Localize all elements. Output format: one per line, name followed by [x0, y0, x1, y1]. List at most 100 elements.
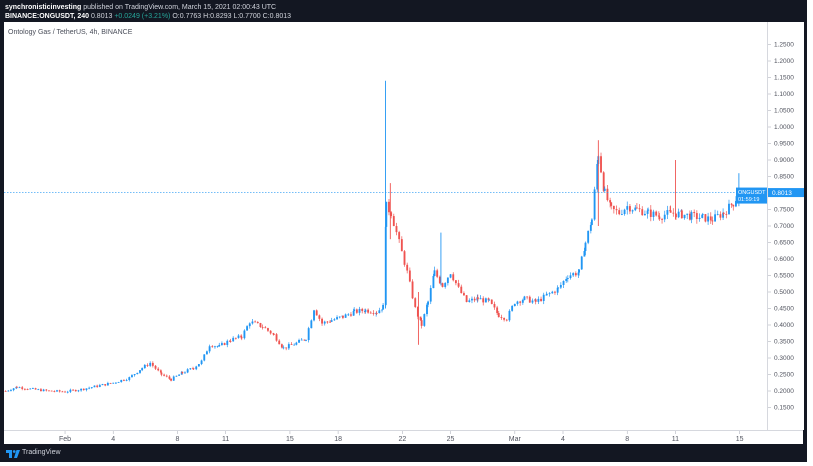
publisher-header: synchronisticinvesting published on Trad… — [0, 0, 807, 22]
candle-body — [465, 295, 468, 302]
candle-body — [566, 278, 569, 280]
candle-body — [18, 387, 21, 389]
candle-body — [675, 213, 677, 218]
candle-body — [136, 372, 139, 375]
candle-body — [40, 389, 42, 392]
candle-body — [131, 375, 133, 378]
candle-body — [344, 314, 347, 318]
candle-body — [646, 210, 649, 214]
chart-pane[interactable]: Ontology Gas / TetherUS, 4h, BINANCE ONG… — [4, 22, 767, 430]
candle-body — [460, 286, 463, 294]
price-axis[interactable]: 1.2500 1.2000 1.1500 1.1000 1.0500 1.0000 0.95… — [767, 22, 804, 430]
candle-body — [72, 389, 75, 391]
candle-body — [488, 299, 491, 301]
y-tick-label: 0.9500 — [774, 141, 794, 148]
candle-body — [615, 209, 618, 211]
y-tick-label: 1.2500 — [774, 42, 794, 49]
candle-body — [559, 285, 562, 288]
candle-body — [590, 219, 593, 225]
candle-body — [680, 210, 683, 219]
candle-body — [149, 362, 152, 366]
candle-body — [321, 318, 323, 324]
candle-body — [609, 200, 612, 203]
candle-body — [82, 388, 85, 390]
candle-body — [214, 346, 216, 348]
candle-body — [626, 206, 629, 210]
candle-body — [353, 309, 356, 312]
candle-body — [513, 303, 516, 307]
candle-body — [53, 391, 56, 393]
x-tick-label: 15 — [736, 436, 744, 443]
candle-body — [714, 214, 716, 222]
candle-body — [151, 362, 154, 366]
candle-body — [112, 382, 115, 384]
candle-body — [184, 372, 186, 374]
candle-body — [240, 337, 243, 339]
candle-body — [211, 346, 214, 348]
x-tick-label: 8 — [625, 436, 629, 443]
y-tick-label: 1.1000 — [774, 91, 794, 98]
candle-body — [106, 383, 109, 386]
x-tick-label: 11 — [672, 436, 679, 443]
candle-body — [31, 388, 34, 390]
candle-body — [96, 385, 99, 387]
y-tick-label: 0.3500 — [774, 339, 794, 346]
candle-body — [88, 387, 91, 389]
y-tick-label: 1.2000 — [774, 58, 794, 65]
candle-body — [101, 384, 104, 386]
candle-body — [303, 339, 306, 341]
candle-body — [203, 354, 206, 361]
candle-body — [545, 294, 548, 296]
candle-body — [487, 298, 490, 301]
publisher-user[interactable]: synchronisticinvesting — [5, 4, 82, 11]
candle-body — [133, 374, 136, 376]
candle-body — [643, 213, 646, 216]
candle-body — [369, 312, 372, 314]
candle-body — [695, 213, 698, 219]
candle-body — [254, 321, 257, 323]
candle-body — [23, 388, 26, 390]
candle-body — [677, 211, 680, 218]
candle-body — [85, 388, 88, 390]
candle-body — [378, 310, 381, 314]
candle-body — [623, 209, 626, 215]
candle-body — [287, 344, 290, 349]
candle-body — [578, 269, 580, 273]
candle-body — [537, 298, 540, 302]
candle-body — [600, 156, 602, 173]
candle-body — [104, 384, 107, 386]
candle-body — [661, 219, 663, 220]
candle-body — [300, 339, 303, 341]
candle-body — [438, 276, 441, 284]
candle-body — [484, 298, 487, 303]
candle-body — [722, 212, 725, 218]
candle-body — [683, 214, 686, 219]
candle-body — [589, 224, 592, 231]
candle-body — [707, 216, 710, 222]
candle-body — [711, 220, 714, 222]
candle-body — [295, 342, 298, 345]
candle-body — [180, 371, 183, 375]
candle-body — [436, 270, 439, 277]
candle-body — [403, 251, 406, 265]
candle-body — [419, 316, 422, 321]
tradingview-logo-icon[interactable] — [6, 448, 20, 458]
candle-body — [565, 279, 568, 281]
candle-body — [290, 344, 293, 345]
candle-body — [562, 280, 565, 286]
candle-body — [114, 382, 117, 384]
candle-body — [189, 368, 192, 370]
candle-body — [686, 213, 689, 215]
candle-body — [441, 283, 444, 287]
x-tick-label: 4 — [561, 436, 565, 443]
candle-body — [540, 298, 542, 301]
candle-body — [471, 298, 473, 301]
footer-brand[interactable]: TradingView — [22, 449, 61, 456]
candle-body — [338, 316, 341, 318]
time-axis[interactable]: Feb 4 8 11 15 18 22 25 Mar 4 8 11 15 — [4, 430, 803, 445]
candle-body — [355, 309, 358, 313]
candle-body — [628, 206, 631, 212]
candle-body — [618, 210, 621, 215]
